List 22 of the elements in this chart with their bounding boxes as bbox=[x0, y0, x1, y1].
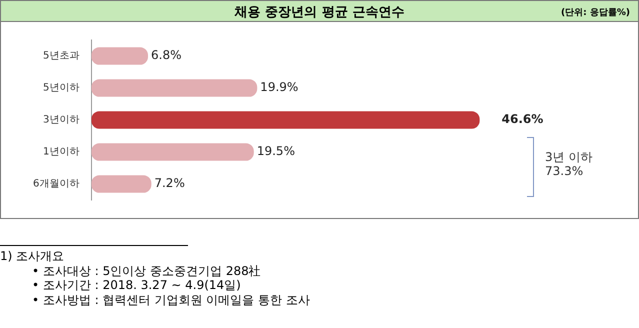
bar bbox=[91, 175, 152, 193]
y-tick-label: 5년초과 bbox=[42, 50, 80, 62]
bar bbox=[91, 79, 258, 97]
text: (단위: 응답률%) bbox=[561, 7, 630, 19]
data-label: 19.9% bbox=[260, 80, 298, 94]
data-label: 19.5% bbox=[256, 144, 295, 158]
data-label: 46.6% bbox=[502, 112, 544, 126]
bar bbox=[91, 111, 480, 129]
y-tick-label: 1년이하 bbox=[42, 146, 80, 158]
y-tick-label: 5년이하 bbox=[42, 82, 80, 94]
chart-title: 채용 중장년의 평균 근속연수 bbox=[234, 5, 404, 20]
text: • 조사방법 : 협력센터 기업회원 이메일을 통한 조사 bbox=[31, 292, 310, 307]
text: • 조사대상 : 5인이상 중소중견기업 288社 bbox=[31, 264, 262, 278]
text: • 조사기간 : 2018. 3.27 ~ 4.9(14일) bbox=[31, 278, 242, 292]
text: 1) 조사개요 bbox=[0, 249, 66, 264]
text: 3년 이하 73.3% bbox=[545, 150, 592, 178]
y-tick-label: 3년이하 bbox=[42, 114, 80, 126]
data-label: 6.8% bbox=[151, 48, 182, 62]
data-label: 7.2% bbox=[154, 176, 185, 190]
y-tick-label: 6개월이하 bbox=[32, 178, 80, 190]
bar bbox=[91, 47, 148, 65]
bar bbox=[91, 143, 254, 161]
